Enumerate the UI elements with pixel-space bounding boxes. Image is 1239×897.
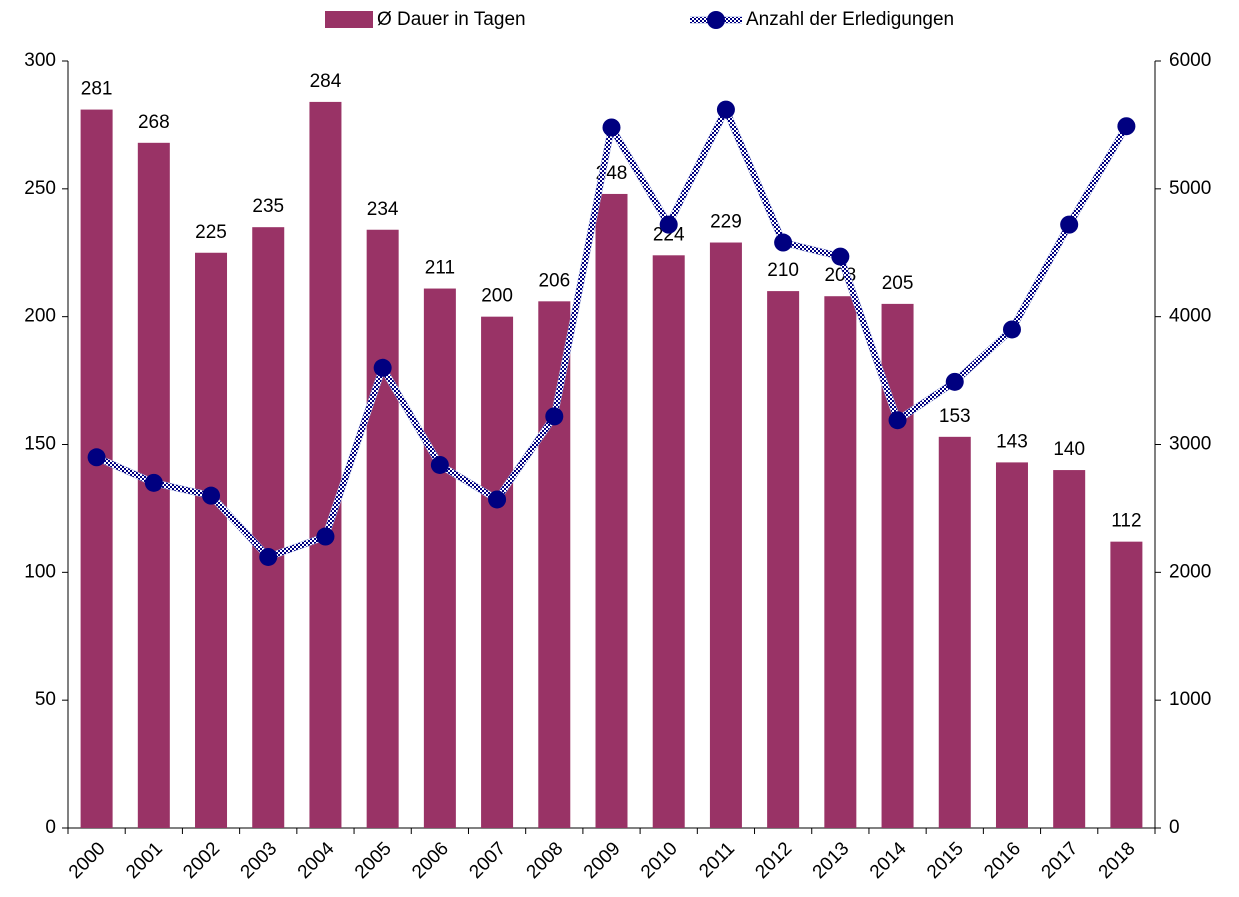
- bar: [80, 109, 113, 829]
- x-tick-label: 2015: [923, 838, 968, 883]
- y-tick-label: 250: [24, 178, 56, 199]
- bar: [309, 101, 342, 828]
- x-tick-label: 2004: [294, 838, 339, 883]
- y-tick-label: 200: [24, 306, 56, 327]
- data-label: 235: [252, 196, 284, 217]
- data-label: 205: [882, 273, 914, 294]
- x-tick-label: 2002: [179, 838, 224, 883]
- marker: [430, 455, 449, 474]
- marker: [87, 448, 106, 467]
- y2-tick-label: 0: [1169, 817, 1180, 838]
- bar: [995, 462, 1028, 828]
- y-tick-label: 100: [24, 561, 56, 582]
- marker: [602, 118, 621, 137]
- bar: [938, 436, 971, 828]
- bar: [252, 227, 285, 828]
- marker: [945, 372, 964, 391]
- data-label: 112: [1111, 511, 1141, 532]
- x-tick-label: 2000: [65, 838, 110, 883]
- data-label: 229: [710, 212, 742, 233]
- bar: [767, 291, 800, 829]
- bar: [195, 252, 228, 828]
- y-tick-label: 50: [35, 689, 56, 710]
- data-label: 284: [310, 71, 342, 92]
- legend-label: Anzahl der Erledigungen: [746, 9, 954, 30]
- x-tick-label: 2009: [580, 838, 625, 883]
- bar: [366, 229, 399, 829]
- x-tick-label: 2006: [408, 838, 453, 883]
- x-tick-label: 2012: [751, 838, 796, 883]
- marker: [831, 247, 850, 266]
- data-label: 234: [367, 199, 399, 220]
- data-label: 224: [653, 224, 685, 245]
- y2-tick-label: 5000: [1169, 178, 1211, 199]
- x-tick-label: 2014: [866, 838, 911, 883]
- bar: [824, 296, 857, 828]
- y-tick-label: 0: [45, 817, 56, 838]
- marker: [488, 490, 507, 509]
- legend-label: Ø Dauer in Tagen: [377, 9, 526, 30]
- x-tick-label: 2007: [465, 838, 510, 883]
- data-label: 225: [195, 222, 227, 243]
- x-tick-label: 2018: [1095, 838, 1140, 883]
- legend-swatch: [325, 11, 373, 28]
- marker: [716, 100, 735, 119]
- y2-tick-label: 3000: [1169, 434, 1211, 455]
- bar: [709, 242, 742, 829]
- y2-tick-label: 2000: [1169, 561, 1211, 582]
- data-label: 211: [425, 258, 455, 279]
- data-label: 143: [996, 431, 1028, 452]
- data-label: 210: [767, 260, 799, 281]
- data-label: 200: [481, 286, 513, 307]
- marker: [1002, 320, 1021, 339]
- x-tick-label: 2016: [980, 838, 1025, 883]
- x-tick-label: 2010: [637, 838, 682, 883]
- x-tick-label: 2005: [351, 838, 396, 883]
- marker: [202, 486, 221, 505]
- x-tick-label: 2001: [122, 838, 167, 883]
- bar: [652, 255, 685, 829]
- marker: [545, 407, 564, 426]
- y2-tick-label: 1000: [1169, 689, 1211, 710]
- data-label: 281: [81, 79, 113, 100]
- data-label: 268: [138, 112, 170, 133]
- y-tick-label: 300: [24, 50, 56, 71]
- marker: [259, 547, 278, 566]
- data-label: 206: [538, 270, 570, 291]
- legend-marker: [707, 11, 725, 29]
- bar: [481, 316, 514, 828]
- x-tick-label: 2011: [695, 838, 739, 882]
- x-tick-label: 2003: [237, 838, 282, 883]
- y2-tick-label: 4000: [1169, 306, 1211, 327]
- x-tick-label: 2008: [523, 838, 568, 883]
- marker: [373, 358, 392, 377]
- bar: [423, 288, 456, 828]
- marker: [1117, 117, 1136, 136]
- bar: [595, 193, 628, 829]
- marker: [144, 473, 163, 492]
- marker: [316, 527, 335, 546]
- y-tick-label: 150: [24, 434, 56, 455]
- bar: [1053, 470, 1086, 828]
- marker: [1060, 215, 1079, 234]
- marker: [888, 411, 907, 430]
- data-label: 153: [939, 406, 971, 427]
- data-label: 140: [1053, 439, 1085, 460]
- y2-tick-label: 6000: [1169, 50, 1211, 71]
- x-tick-label: 2017: [1038, 838, 1083, 883]
- marker: [774, 233, 793, 252]
- x-tick-label: 2013: [809, 838, 854, 883]
- marker: [659, 215, 678, 234]
- bar: [1110, 541, 1143, 828]
- bar: [538, 301, 571, 828]
